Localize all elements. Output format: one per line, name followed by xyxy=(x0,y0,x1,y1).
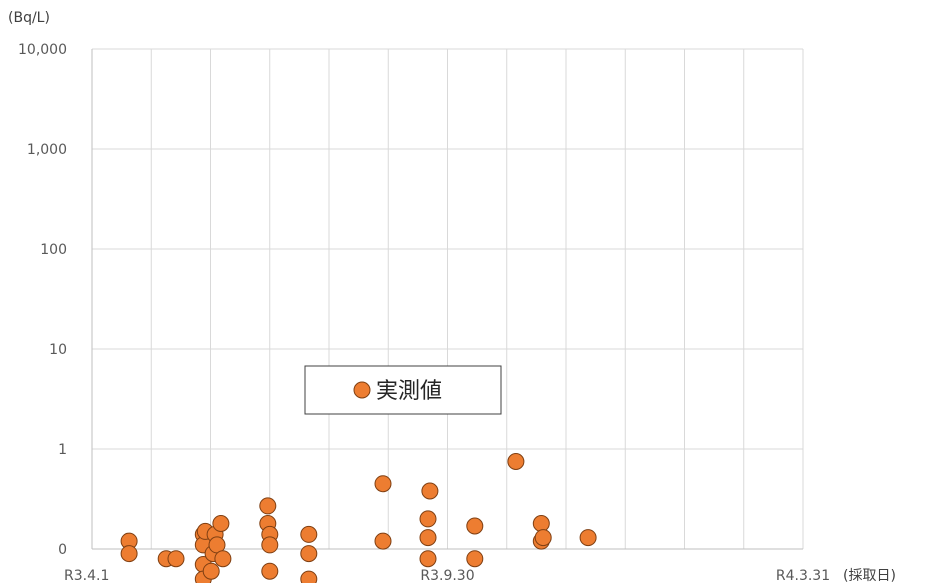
data-point xyxy=(300,570,318,583)
data-points xyxy=(120,453,597,583)
legend: 実測値 xyxy=(304,365,502,415)
legend-marker xyxy=(353,381,371,399)
x-tick-label: R3.4.1 xyxy=(64,568,109,583)
data-point xyxy=(167,550,185,568)
data-point xyxy=(300,545,318,563)
data-point xyxy=(579,529,597,547)
data-point xyxy=(261,562,279,580)
data-point xyxy=(214,550,232,568)
data-point xyxy=(120,545,138,563)
gridlines xyxy=(92,48,804,549)
data-point xyxy=(212,515,230,532)
x-tick-labels: R3.4.1 R3.9.30 R4.3.31 xyxy=(64,568,830,583)
data-point xyxy=(534,529,552,547)
y-tick-label: 10,000 xyxy=(18,42,67,58)
data-point xyxy=(419,510,437,528)
data-point xyxy=(300,525,318,543)
y-axis-label: (Bq/L) xyxy=(8,10,50,26)
y-tick-label: 1 xyxy=(58,442,67,458)
data-point xyxy=(374,532,392,550)
x-axis-label: (採取日) xyxy=(843,568,896,583)
data-point xyxy=(419,550,437,568)
data-point xyxy=(466,517,484,535)
data-point xyxy=(532,515,550,532)
data-point xyxy=(507,453,525,470)
data-point xyxy=(261,536,279,554)
y-tick-label: 100 xyxy=(40,242,67,258)
legend-box xyxy=(304,365,502,415)
x-tick-label: R4.3.31 xyxy=(776,568,830,583)
y-tick-label: 0 xyxy=(58,542,67,558)
x-tick-label: R3.9.30 xyxy=(420,568,474,583)
y-tick-label: 10 xyxy=(49,342,67,358)
data-point xyxy=(374,475,392,493)
data-point xyxy=(259,497,277,515)
data-point xyxy=(202,562,220,580)
y-tick-label: 1,000 xyxy=(27,142,67,158)
legend-label: 実測値 xyxy=(376,379,442,404)
data-point xyxy=(419,529,437,547)
data-point xyxy=(421,482,439,500)
data-point xyxy=(466,550,484,568)
